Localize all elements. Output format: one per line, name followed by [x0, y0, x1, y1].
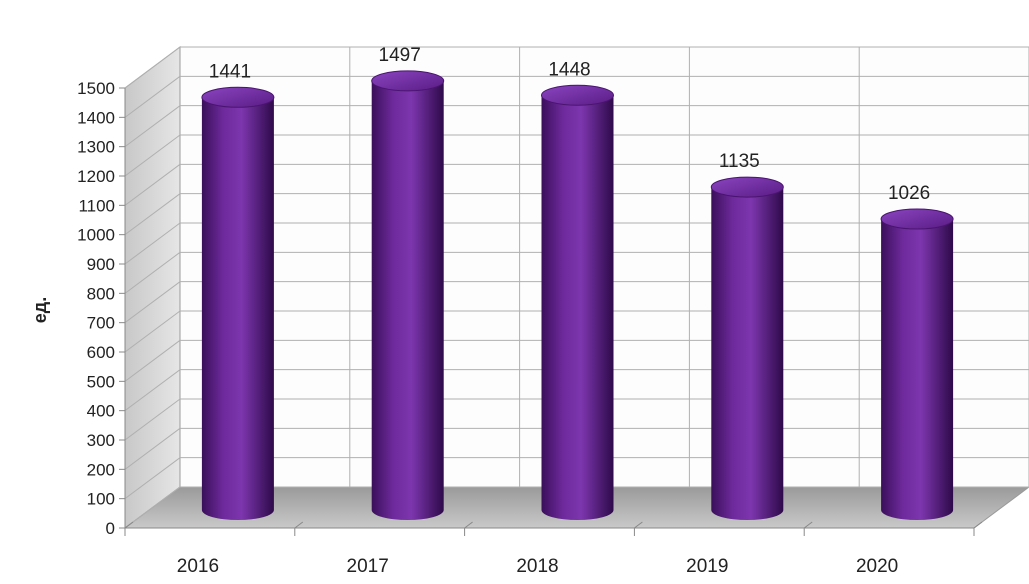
bar-body	[881, 219, 954, 521]
y-axis: 0 100 200 300 400 500 600 700 800 900 1000 1100 1200…	[77, 79, 126, 538]
x-axis	[124, 521, 983, 536]
x-tick-label: 2019	[686, 556, 728, 577]
bar-body	[711, 187, 784, 521]
bar-body	[201, 97, 274, 520]
y-tick-label: 1300	[77, 138, 115, 157]
bars	[201, 70, 954, 521]
bar-top	[371, 70, 445, 92]
gridline-side	[124, 427, 181, 470]
y-tick-label: 200	[87, 460, 115, 479]
gridline-side	[124, 163, 181, 206]
gridline-side	[124, 134, 181, 177]
y-axis-label: ед.	[30, 297, 50, 323]
x-tick-mark	[973, 521, 983, 529]
bar-top	[541, 84, 614, 106]
y-tick-label: 1200	[77, 167, 115, 186]
data-label: 1441	[209, 61, 251, 82]
x-tick-mark	[634, 521, 643, 529]
y-tick-label: 1400	[77, 108, 115, 127]
x-tick-label: 2020	[856, 556, 898, 577]
gridline-side	[124, 486, 181, 529]
y-tick-label: 500	[87, 372, 115, 391]
y-tick-label: 900	[87, 255, 115, 274]
x-tick-mark	[803, 521, 813, 529]
data-label: 1026	[888, 183, 930, 204]
bar-body	[371, 80, 444, 520]
gridline-side	[124, 310, 181, 353]
bar-2016	[201, 86, 275, 520]
y-tick-label: 700	[87, 314, 115, 333]
y-tick-label: 100	[87, 490, 115, 509]
gridline-side	[124, 46, 181, 89]
bar-body	[541, 95, 614, 520]
gridline-side	[124, 222, 181, 265]
x-tick-label: 2017	[347, 556, 389, 577]
y-tick-label: 1100	[78, 196, 115, 215]
bar-top	[201, 86, 275, 108]
x-tick-label: 2018	[516, 556, 558, 577]
bar-2017	[371, 70, 445, 520]
bar-2020	[880, 208, 954, 521]
x-tick-mark	[464, 521, 473, 529]
x-tick-mark	[294, 521, 304, 529]
y-tick-label: 800	[87, 284, 115, 303]
bar-top	[710, 176, 784, 198]
data-label: 1448	[548, 59, 590, 80]
gridline-side	[124, 369, 181, 412]
gridline-side	[124, 105, 181, 148]
chart-title	[0, 0, 1029, 12]
y-tick-label: 1500	[77, 79, 115, 98]
gridline-side	[124, 457, 181, 500]
gridline-side	[124, 75, 181, 118]
gridline-side	[124, 339, 181, 382]
bar-2018	[541, 84, 614, 520]
gridline-side	[124, 193, 181, 236]
gridline-side	[124, 281, 181, 324]
y-tick-label: 0	[106, 519, 115, 538]
x-tick-label: 2016	[177, 556, 219, 577]
y-tick-label: 400	[87, 402, 115, 421]
data-label: 1135	[719, 151, 760, 172]
bar-top	[880, 208, 954, 230]
bar-2019	[710, 176, 784, 521]
x-tick-mark	[124, 521, 134, 529]
x-tick-labels: 2016 2017 2018 2019 2020	[177, 556, 898, 577]
data-label: 1497	[379, 45, 421, 66]
gridline-side	[124, 251, 181, 294]
y-tick-label: 1000	[77, 226, 115, 245]
y-tick-label: 300	[87, 431, 115, 450]
y-tick-label: 600	[87, 343, 115, 362]
data-labels: 1441 1497 1448 1135 1026	[209, 45, 930, 204]
gridline-side	[124, 398, 181, 441]
